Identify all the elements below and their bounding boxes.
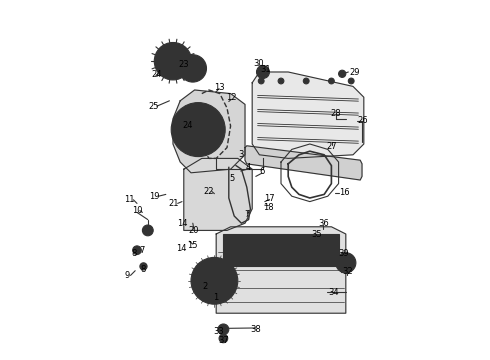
- Text: 10: 10: [132, 206, 142, 215]
- Polygon shape: [245, 146, 362, 180]
- Text: 16: 16: [339, 188, 350, 197]
- Circle shape: [140, 263, 147, 270]
- Circle shape: [183, 58, 203, 78]
- Text: 27: 27: [327, 143, 338, 152]
- Circle shape: [159, 48, 187, 75]
- Text: 31: 31: [261, 65, 271, 74]
- Text: 25: 25: [148, 102, 158, 111]
- Circle shape: [178, 110, 218, 149]
- Text: 6: 6: [259, 167, 265, 176]
- Text: 2: 2: [203, 282, 208, 291]
- Text: 7: 7: [244, 210, 249, 219]
- Circle shape: [258, 78, 264, 84]
- Text: 32: 32: [342, 267, 353, 276]
- Text: 11: 11: [124, 195, 134, 204]
- Text: 7: 7: [140, 247, 145, 256]
- Text: 1: 1: [214, 293, 219, 302]
- Circle shape: [207, 274, 221, 288]
- Circle shape: [278, 78, 284, 84]
- Text: 8: 8: [131, 249, 137, 258]
- Text: 14: 14: [177, 219, 188, 228]
- Text: 34: 34: [328, 288, 339, 297]
- Circle shape: [339, 70, 346, 77]
- Circle shape: [168, 56, 178, 67]
- Text: 37: 37: [218, 336, 229, 346]
- Text: 23: 23: [178, 60, 189, 69]
- Polygon shape: [252, 72, 364, 158]
- Text: 39: 39: [339, 249, 349, 258]
- Text: 24: 24: [151, 70, 162, 79]
- Circle shape: [133, 246, 141, 255]
- Text: 29: 29: [349, 68, 360, 77]
- Text: 33: 33: [214, 327, 224, 336]
- Text: 15: 15: [188, 241, 198, 250]
- Circle shape: [257, 66, 270, 78]
- Text: 18: 18: [263, 202, 274, 212]
- Polygon shape: [184, 158, 252, 230]
- Circle shape: [143, 225, 153, 236]
- Text: 21: 21: [169, 199, 179, 208]
- Text: 13: 13: [214, 83, 224, 92]
- Text: 28: 28: [331, 109, 342, 118]
- Polygon shape: [216, 227, 346, 313]
- Circle shape: [336, 253, 356, 273]
- Circle shape: [219, 334, 228, 343]
- Circle shape: [197, 264, 232, 298]
- Text: 5: 5: [230, 174, 235, 183]
- Text: 24: 24: [183, 121, 194, 130]
- Text: 14: 14: [176, 244, 186, 253]
- Text: 12: 12: [226, 94, 237, 103]
- Text: 22: 22: [204, 187, 214, 196]
- Circle shape: [171, 103, 225, 157]
- Text: 35: 35: [311, 230, 321, 239]
- Circle shape: [303, 78, 309, 84]
- Text: 20: 20: [189, 226, 199, 235]
- Bar: [223, 234, 339, 266]
- Text: 19: 19: [149, 192, 160, 201]
- Text: 36: 36: [318, 220, 329, 229]
- Bar: [341, 255, 351, 271]
- Circle shape: [179, 55, 206, 82]
- Text: 30: 30: [253, 59, 264, 68]
- Text: 4: 4: [246, 163, 251, 172]
- Circle shape: [218, 324, 229, 335]
- Text: 8: 8: [141, 266, 146, 275]
- Text: 17: 17: [264, 194, 275, 202]
- Circle shape: [259, 68, 268, 76]
- Text: 26: 26: [357, 116, 368, 125]
- Circle shape: [189, 64, 197, 73]
- Polygon shape: [173, 90, 245, 173]
- Text: 38: 38: [250, 325, 261, 334]
- Circle shape: [191, 257, 238, 304]
- Circle shape: [154, 42, 192, 80]
- Circle shape: [328, 78, 334, 84]
- Circle shape: [189, 121, 207, 139]
- Text: 9: 9: [124, 271, 129, 280]
- Circle shape: [348, 78, 354, 84]
- Text: 3: 3: [239, 150, 244, 159]
